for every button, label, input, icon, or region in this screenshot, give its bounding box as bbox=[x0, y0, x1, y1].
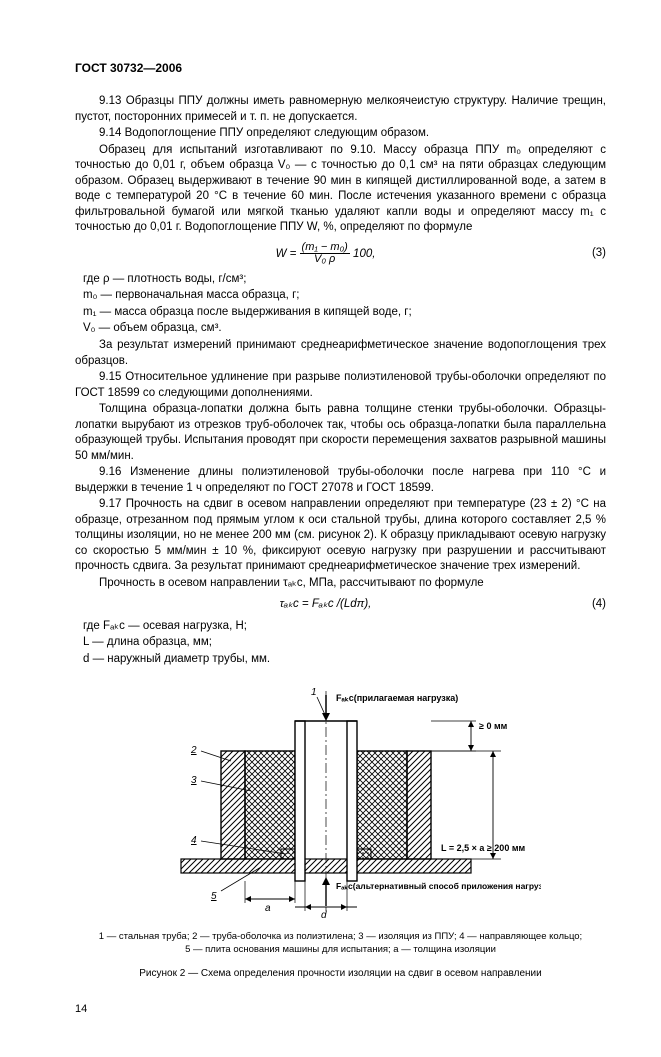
fig-label-f-top: Fₐₖc(прилагаемая нагрузка) bbox=[336, 693, 458, 703]
where-v0: V₀ — объем образца, см³. bbox=[75, 321, 606, 337]
fig-legend-2: 5 — плита основания машины для испытания… bbox=[185, 944, 496, 955]
para-9-16: 9.16 Изменение длины полиэтиленовой труб… bbox=[75, 465, 606, 496]
where-l: L — длина образца, мм; bbox=[75, 635, 606, 651]
fig-legend-1: 1 — стальная труба; 2 — труба-оболочка и… bbox=[99, 931, 582, 942]
figure-2: Fₐₖc(прилагаемая нагрузка) Fₐₖc(альтерна… bbox=[75, 681, 606, 921]
eq3-den: V₀ ρ bbox=[300, 254, 350, 266]
para-9-14-result: За результат измерений принимают среднеа… bbox=[75, 338, 606, 369]
fig-caption: Рисунок 2 — Схема определения прочности … bbox=[75, 967, 606, 981]
eq4-number: (4) bbox=[576, 597, 606, 613]
para-9-15: 9.15 Относительное удлинение при разрыве… bbox=[75, 370, 606, 401]
where-m0: m₀ — первоначальная масса образца, г; bbox=[75, 288, 606, 304]
para-9-14-body: Образец для испытаний изготавливают по 9… bbox=[75, 143, 606, 236]
fig-label-f-bot: Fₐₖc(альтернативный способ приложения на… bbox=[336, 881, 541, 891]
equation-4: τₐₖc = Fₐₖc /(Ldπ), (4) bbox=[75, 597, 606, 613]
fig-callout-1: 1 bbox=[311, 687, 317, 698]
eq3-lhs: W = bbox=[276, 248, 297, 260]
doc-header: ГОСТ 30732—2006 bbox=[75, 60, 606, 76]
where-m1: m₁ — масса образца после выдерживания в … bbox=[75, 305, 606, 321]
where-d: d — наружный диаметр трубы, мм. bbox=[75, 652, 606, 668]
para-9-15-body: Толщина образца-лопатки должна быть равн… bbox=[75, 402, 606, 464]
para-9-13: 9.13 Образцы ППУ должны иметь равномерну… bbox=[75, 94, 606, 125]
fig-callout-3: 3 bbox=[191, 775, 197, 786]
eq3-tail: 100, bbox=[353, 248, 375, 260]
para-9-17: 9.17 Прочность на сдвиг в осевом направл… bbox=[75, 497, 606, 575]
where-f: где Fₐₖc — осевая нагрузка, Н; bbox=[75, 619, 606, 635]
equation-3: W = (m₁ − m₀) V₀ ρ 100, (3) bbox=[75, 242, 606, 266]
fig-dim-a: a bbox=[265, 903, 271, 914]
page-number: 14 bbox=[75, 1002, 606, 1017]
where-rho: где ρ — плотность воды, г/см³; bbox=[75, 272, 606, 288]
fig-callout-5: 5 bbox=[211, 891, 217, 902]
para-9-17-formula-intro: Прочность в осевом направлении τₐₖc, МПа… bbox=[75, 576, 606, 592]
fig-label-top-right: ≥ 0 мм bbox=[479, 721, 508, 731]
fig-dim-d: d bbox=[321, 910, 327, 921]
para-9-14: 9.14 Водопоглощение ППУ определяют следу… bbox=[75, 126, 606, 142]
fig-callout-2: 2 bbox=[190, 745, 197, 756]
fig-label-l: L = 2,5 × a ≥ 200 мм bbox=[441, 843, 525, 853]
fig-callout-4: 4 bbox=[191, 835, 197, 846]
eq4-body: τₐₖc = Fₐₖc /(Ldπ), bbox=[280, 597, 372, 613]
eq3-number: (3) bbox=[576, 246, 606, 262]
